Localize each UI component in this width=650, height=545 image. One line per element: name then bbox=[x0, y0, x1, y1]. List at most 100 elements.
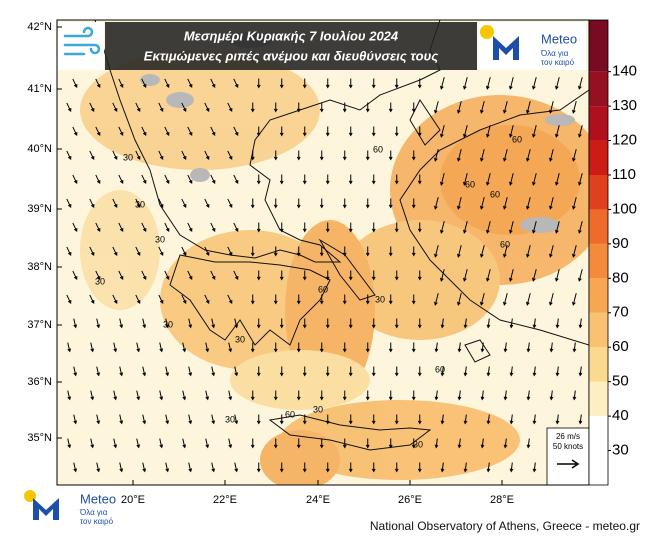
wind-arrow bbox=[181, 150, 187, 160]
wind-arrow bbox=[371, 222, 376, 233]
logo-name: Meteo bbox=[541, 31, 577, 46]
wind-arrow bbox=[365, 150, 370, 161]
contour-label: 60 bbox=[500, 239, 510, 249]
wind-arrow bbox=[89, 246, 95, 256]
wind-arrow bbox=[67, 390, 72, 401]
wind-arrow bbox=[411, 342, 416, 353]
wind-arrow bbox=[233, 174, 239, 184]
wind-arrow bbox=[67, 438, 72, 449]
wind-arrow bbox=[256, 222, 261, 233]
wind-arrow bbox=[434, 438, 439, 449]
wind-arrow bbox=[325, 270, 330, 281]
wind-arrow bbox=[555, 414, 560, 425]
wind-arrow bbox=[440, 462, 445, 473]
wind-arrow bbox=[526, 101, 531, 114]
wind-arrow bbox=[165, 462, 170, 473]
contour-label: 30 bbox=[225, 414, 235, 424]
wind-arrow bbox=[509, 462, 514, 473]
wind-arrow bbox=[135, 198, 141, 208]
wind-arrow bbox=[503, 149, 508, 162]
wind-arrow bbox=[348, 462, 353, 473]
wind-arrow bbox=[526, 438, 531, 449]
wind-arrow bbox=[342, 102, 347, 113]
wind-arrow bbox=[66, 102, 72, 112]
wind-arrow bbox=[112, 150, 118, 160]
wind-arrow bbox=[90, 342, 95, 353]
wind-arrow bbox=[417, 270, 422, 281]
wind-arrow bbox=[348, 414, 353, 425]
wind-arrow bbox=[135, 246, 141, 256]
wind-arrow bbox=[158, 198, 164, 208]
colorbar-bin bbox=[589, 381, 608, 417]
lat-label: 36°N bbox=[27, 376, 52, 388]
wind-arrow bbox=[204, 246, 210, 256]
wind-arrow bbox=[578, 173, 583, 186]
wind-arrow bbox=[394, 174, 399, 185]
wind-arrow bbox=[509, 366, 514, 377]
wind-arrow bbox=[256, 174, 261, 185]
wind-arrow bbox=[394, 366, 399, 377]
wind-arrow bbox=[532, 462, 537, 473]
wind-arrow bbox=[526, 390, 531, 401]
wind-arrow bbox=[256, 78, 261, 89]
wind-arrow bbox=[142, 366, 147, 377]
wind-arrow bbox=[371, 366, 376, 377]
wind-arrow bbox=[388, 246, 393, 257]
wind-arrow bbox=[480, 342, 485, 353]
wind-arrow bbox=[457, 245, 462, 258]
wind-arrow bbox=[96, 414, 101, 425]
wind-arrow bbox=[486, 366, 491, 377]
wind-arrow bbox=[480, 245, 485, 258]
wind-arrow bbox=[135, 102, 141, 112]
lat-label: 38°N bbox=[27, 261, 52, 273]
logo-tagline: τον καιρό bbox=[80, 517, 114, 526]
wind-arrows bbox=[66, 30, 583, 473]
wind-arrow bbox=[457, 342, 462, 353]
logo-tagline: Όλα για bbox=[79, 508, 108, 517]
colorbar-tick-label: 70 bbox=[612, 304, 629, 321]
wind-arrow bbox=[165, 366, 170, 377]
wind-arrow bbox=[89, 102, 95, 112]
wind-arrow bbox=[90, 390, 95, 401]
wind-arrow bbox=[394, 222, 399, 233]
contour-label: 60 bbox=[318, 284, 328, 294]
wind-arrow bbox=[96, 318, 101, 329]
wind-arrow bbox=[72, 126, 78, 136]
wind-arrow bbox=[112, 294, 118, 304]
wind-arrow bbox=[348, 174, 353, 185]
colorbar-tick-label: 40 bbox=[612, 407, 629, 424]
wind-arrow bbox=[411, 438, 416, 449]
wind-arrow bbox=[434, 101, 439, 114]
wind-arrow bbox=[273, 342, 278, 353]
wind-arrow bbox=[572, 342, 577, 353]
wind-arrow bbox=[112, 102, 118, 112]
wind-arrow bbox=[118, 78, 124, 88]
wind-arrow bbox=[417, 78, 422, 89]
wind-arrow bbox=[256, 318, 261, 329]
wind-arrow bbox=[210, 270, 216, 280]
wind-arrow bbox=[440, 414, 445, 425]
wind-arrow bbox=[526, 245, 531, 258]
colorbar-tick-label: 120 bbox=[612, 132, 637, 149]
contour-labels: 30 30 30 30 30 30 30 60 60 60 60 60 60 60 30 30 60 30 bbox=[95, 134, 522, 449]
wind-arrow bbox=[486, 221, 491, 234]
wind-arrow bbox=[509, 173, 514, 186]
wind-arrow bbox=[66, 246, 72, 256]
wind-arrow bbox=[532, 414, 537, 425]
lat-label: 42°N bbox=[27, 21, 52, 33]
wind-arrow bbox=[509, 269, 514, 282]
wind-arrow bbox=[112, 246, 118, 256]
wind-arrow bbox=[411, 390, 416, 401]
wind-arrow bbox=[463, 173, 468, 186]
wind-arrow bbox=[165, 414, 170, 425]
wind-arrow bbox=[417, 366, 422, 377]
wind-arrow bbox=[158, 246, 164, 256]
wind-arrow bbox=[112, 198, 118, 208]
wind-arrow bbox=[486, 77, 491, 90]
wind-arrow bbox=[411, 102, 416, 113]
wind-arrow bbox=[555, 77, 560, 90]
wind-arrow bbox=[434, 245, 439, 258]
wind-arrow bbox=[440, 125, 445, 138]
wind-arrow bbox=[273, 150, 278, 161]
wind-arrow bbox=[302, 78, 307, 89]
